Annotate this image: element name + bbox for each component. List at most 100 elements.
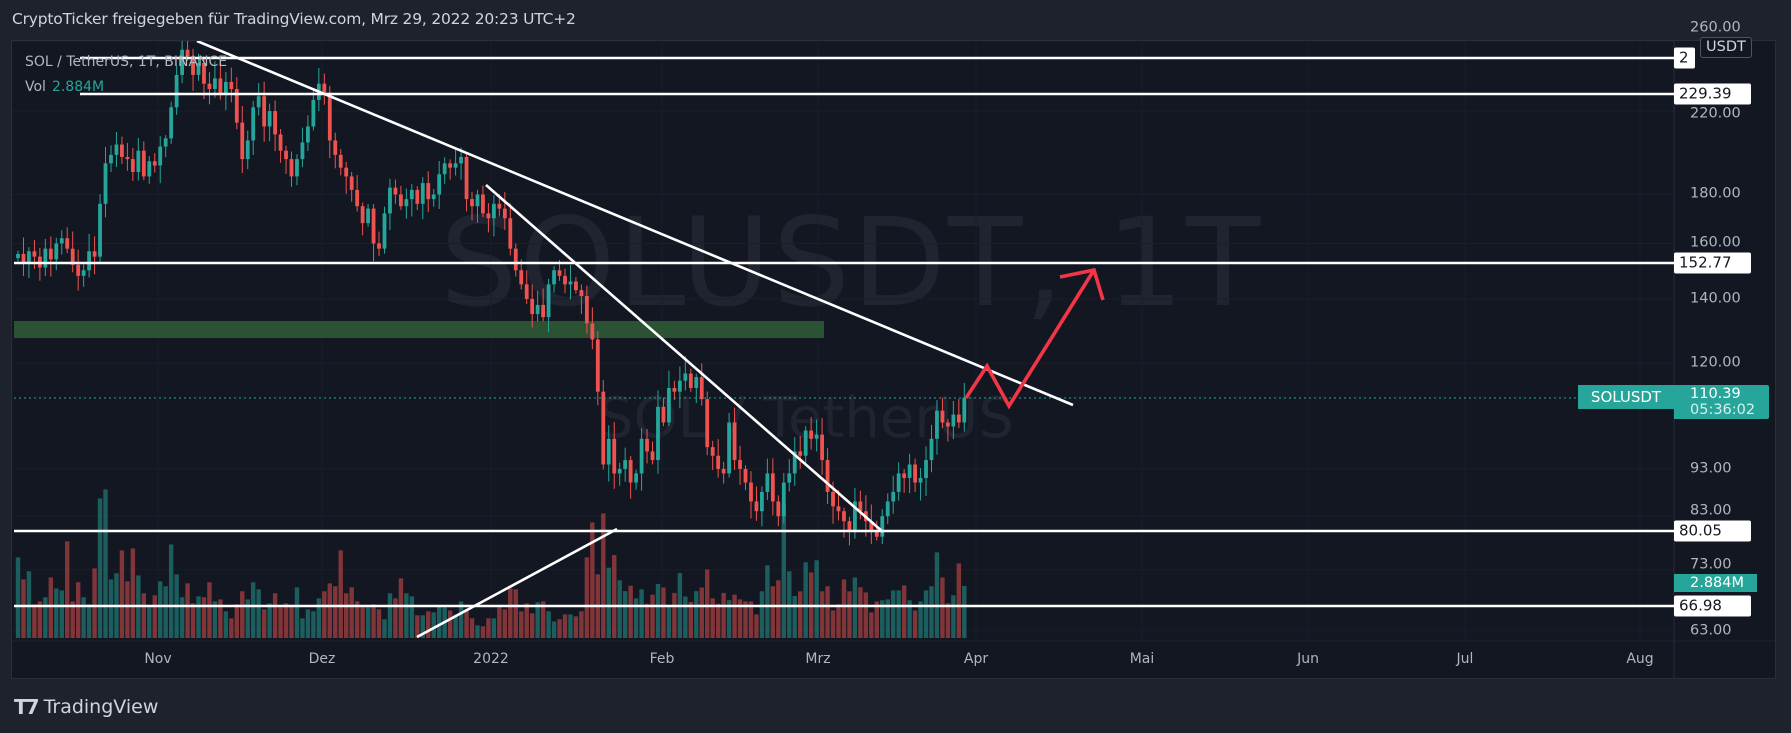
candle-body <box>677 380 682 392</box>
candle-body <box>885 501 890 517</box>
volume-bar <box>491 618 497 638</box>
candle-body <box>497 203 502 209</box>
price-tick-label: 63.00 <box>1690 622 1732 639</box>
time-label-feb: Feb <box>649 651 675 667</box>
candle-body <box>234 89 239 123</box>
symbol-title: SOL / TetherUS, 1T, BINANCE <box>25 54 228 70</box>
candle-body <box>650 451 655 461</box>
candle-body <box>87 251 92 271</box>
level-label-80: 80.05 <box>1674 520 1751 542</box>
volume-bar <box>81 597 86 638</box>
volume-bar <box>240 591 245 638</box>
volume-bar <box>524 603 529 638</box>
volume-bar <box>354 601 360 638</box>
candle-body <box>667 387 671 423</box>
volume-bar <box>923 590 929 638</box>
volume-bar <box>464 609 469 638</box>
candle-body <box>765 473 770 492</box>
candle-body <box>43 248 48 268</box>
candle-body <box>935 410 939 439</box>
volume-bar <box>912 610 918 638</box>
volume-bar <box>234 604 239 638</box>
volume-bar <box>803 562 808 638</box>
candle-body <box>918 477 923 483</box>
chart-pane[interactable] <box>11 40 1776 679</box>
last-price-badge: 110.39 05:36:02 <box>1674 385 1769 419</box>
candle-body <box>180 49 184 75</box>
trendline-upper[interactable] <box>196 41 1074 407</box>
arrow-head-icon <box>1059 267 1105 301</box>
volume-bar <box>792 595 797 638</box>
candle-body <box>732 422 737 461</box>
projection-arrow[interactable] <box>964 267 1105 410</box>
volume-bar <box>322 591 327 638</box>
price-tick-label: 220.00 <box>1690 105 1741 122</box>
volume-bar <box>519 611 524 638</box>
drawings[interactable] <box>14 41 1674 638</box>
volume-bar <box>628 585 633 638</box>
volume-bar <box>590 522 595 638</box>
trendline-rising[interactable] <box>416 527 618 638</box>
candle-body <box>606 438 611 465</box>
candle-body <box>688 373 693 388</box>
candle-body <box>409 189 414 200</box>
volume-bar <box>639 589 644 638</box>
price-tick-label: 140.00 <box>1690 290 1741 307</box>
candle-body <box>770 473 775 502</box>
candle-body <box>568 281 573 285</box>
volume-bar <box>819 591 825 638</box>
candle-body <box>946 422 950 427</box>
symbol-legend[interactable]: SOL / TetherUS, 1T, BINANCE <box>25 54 227 70</box>
candle-body <box>781 482 786 517</box>
candle-body <box>130 159 135 173</box>
trendline-lower[interactable] <box>485 184 884 533</box>
volume-bar <box>59 590 64 638</box>
candle-body <box>136 150 141 173</box>
volume-bar <box>404 593 409 638</box>
volume-bar <box>869 612 874 638</box>
candle-body <box>727 422 731 474</box>
volume-legend[interactable]: Vol 2.884M <box>25 79 104 95</box>
candle-body <box>792 451 797 474</box>
volume-bar <box>502 609 508 638</box>
candle-body <box>557 270 562 276</box>
volume-bar <box>836 604 841 638</box>
candle-body <box>125 156 130 160</box>
volume-badge: 2.884M <box>1674 574 1757 592</box>
candle-body <box>470 199 474 207</box>
volume-bar <box>141 593 147 638</box>
volume-bar <box>622 591 628 638</box>
candles <box>16 41 967 546</box>
volume-bar <box>447 610 453 638</box>
currency-button[interactable]: USDT <box>1700 37 1752 58</box>
price-tick-label: 93.00 <box>1690 460 1732 477</box>
volume-bar <box>633 598 639 638</box>
candle-body <box>705 399 710 448</box>
volume-bar <box>179 597 185 638</box>
candle-body <box>382 213 387 249</box>
candle-body <box>48 248 53 260</box>
candle-body <box>147 161 152 177</box>
volume-bar <box>43 597 48 638</box>
volume-bar <box>436 606 442 638</box>
volume-bar <box>497 607 502 638</box>
candle-body <box>803 430 808 456</box>
volume-bar <box>163 586 168 638</box>
volume-bar <box>699 587 704 638</box>
demand-zone[interactable] <box>14 321 824 338</box>
volume-bar <box>245 599 250 638</box>
volume-bar <box>21 579 26 638</box>
volume-bar <box>918 601 923 638</box>
candle-body <box>880 516 885 537</box>
candle-body <box>836 506 841 512</box>
candle-body <box>787 473 792 483</box>
volume-bar <box>196 596 201 638</box>
volume-bar <box>666 605 672 638</box>
projection-path[interactable] <box>964 269 1096 410</box>
time-label-mai: Mai <box>1129 651 1155 667</box>
volume-bar <box>606 567 611 638</box>
candle-body <box>847 521 852 532</box>
volume-bar <box>480 626 486 638</box>
tradingview-logo[interactable]: T7 TradingView <box>14 695 158 719</box>
